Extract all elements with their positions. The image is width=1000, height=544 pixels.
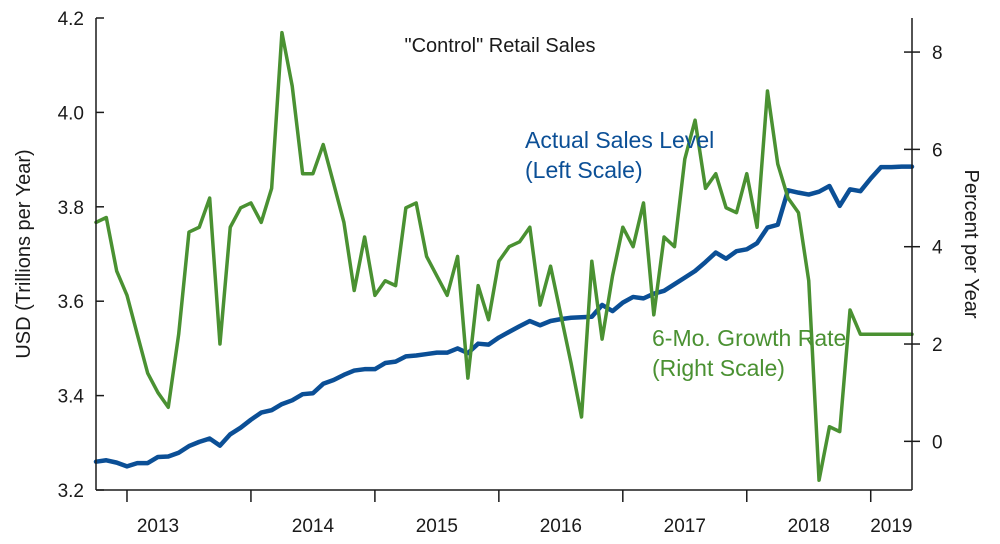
x-tick-label: 2017	[664, 516, 706, 537]
x-tick-label: 2014	[292, 516, 335, 537]
left-tick-label: 3.6	[58, 292, 84, 313]
right-tick-label: 4	[932, 238, 943, 259]
x-tick-label: 2018	[788, 516, 830, 537]
growth-rate-label: 6-Mo. Growth Rate	[652, 325, 846, 351]
sales-level-line	[93, 164, 915, 469]
right-tick-label: 6	[932, 140, 943, 161]
left-tick-label: 3.4	[58, 387, 85, 408]
growth-rate-label: (Right Scale)	[652, 355, 785, 381]
right-tick-label: 8	[932, 43, 943, 64]
left-tick-label: 3.8	[58, 198, 84, 219]
growth-rate-line	[94, 30, 914, 483]
x-tick-label: 2015	[416, 516, 458, 537]
x-tick-label: 2013	[137, 516, 179, 537]
left-tick-label: 3.2	[58, 481, 84, 502]
left-tick-label: 4.0	[58, 103, 84, 124]
x-tick-label: 2019	[870, 516, 912, 537]
left-axis-title: USD (Trillions per Year)	[13, 149, 35, 358]
x-tick-label: 2016	[540, 516, 582, 537]
right-tick-label: 0	[932, 432, 943, 453]
chart-title: "Control" Retail Sales	[405, 35, 596, 57]
right-axis-title: Percent per Year	[960, 170, 982, 319]
right-tick-label: 2	[932, 335, 943, 356]
sales-level-label: Actual Sales Level	[525, 127, 714, 153]
left-tick-label: 4.2	[58, 9, 84, 30]
sales-level-label: (Left Scale)	[525, 157, 643, 183]
